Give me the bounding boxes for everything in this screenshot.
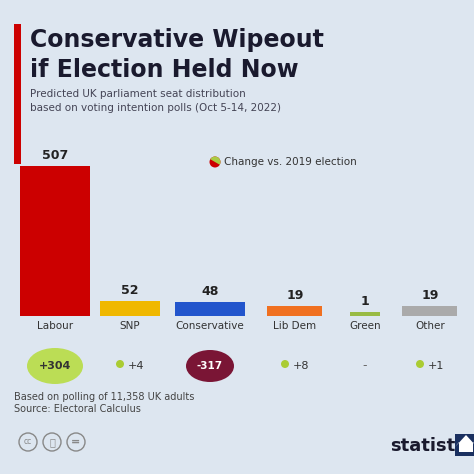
Text: Based on polling of 11,358 UK adults: Based on polling of 11,358 UK adults xyxy=(14,392,194,402)
Text: 507: 507 xyxy=(42,149,68,162)
Text: Other: Other xyxy=(415,321,445,331)
Text: +4: +4 xyxy=(128,361,145,371)
Circle shape xyxy=(416,360,424,368)
Polygon shape xyxy=(455,435,474,452)
Text: 52: 52 xyxy=(121,283,139,297)
Text: 19: 19 xyxy=(421,289,439,302)
Text: Conservative: Conservative xyxy=(176,321,245,331)
Ellipse shape xyxy=(186,350,234,382)
Circle shape xyxy=(116,360,124,368)
Bar xyxy=(455,434,474,456)
Text: Labour: Labour xyxy=(37,321,73,331)
Text: 19: 19 xyxy=(286,289,304,302)
Bar xyxy=(175,302,245,316)
Text: +8: +8 xyxy=(293,361,310,371)
Text: if Election Held Now: if Election Held Now xyxy=(30,58,299,82)
Text: -317: -317 xyxy=(197,361,223,371)
Text: -: - xyxy=(363,359,367,373)
Text: Predicted UK parliament seat distribution
based on voting intention polls (Oct 5: Predicted UK parliament seat distributio… xyxy=(30,89,281,113)
Ellipse shape xyxy=(27,348,83,384)
Text: cc: cc xyxy=(24,438,32,447)
Bar xyxy=(100,301,160,316)
Text: Conservative Wipeout: Conservative Wipeout xyxy=(30,28,324,52)
Text: Lib Dem: Lib Dem xyxy=(273,321,317,331)
Text: Green: Green xyxy=(349,321,381,331)
Text: statista: statista xyxy=(390,437,467,455)
Text: SNP: SNP xyxy=(120,321,140,331)
Text: 48: 48 xyxy=(201,285,219,298)
Bar xyxy=(350,312,380,316)
Text: 1: 1 xyxy=(361,295,369,308)
Text: =: = xyxy=(72,437,81,447)
Bar xyxy=(20,166,90,316)
Text: Change vs. 2019 election: Change vs. 2019 election xyxy=(224,157,357,167)
Text: +304: +304 xyxy=(39,361,71,371)
Ellipse shape xyxy=(210,156,220,167)
Bar xyxy=(402,306,457,316)
Text: +1: +1 xyxy=(428,361,444,371)
Text: Ⓘ: Ⓘ xyxy=(49,437,55,447)
Text: Source: Electoral Calculus: Source: Electoral Calculus xyxy=(14,404,141,414)
Bar xyxy=(267,306,322,316)
Wedge shape xyxy=(210,156,220,165)
Circle shape xyxy=(281,360,289,368)
Bar xyxy=(14,24,21,164)
